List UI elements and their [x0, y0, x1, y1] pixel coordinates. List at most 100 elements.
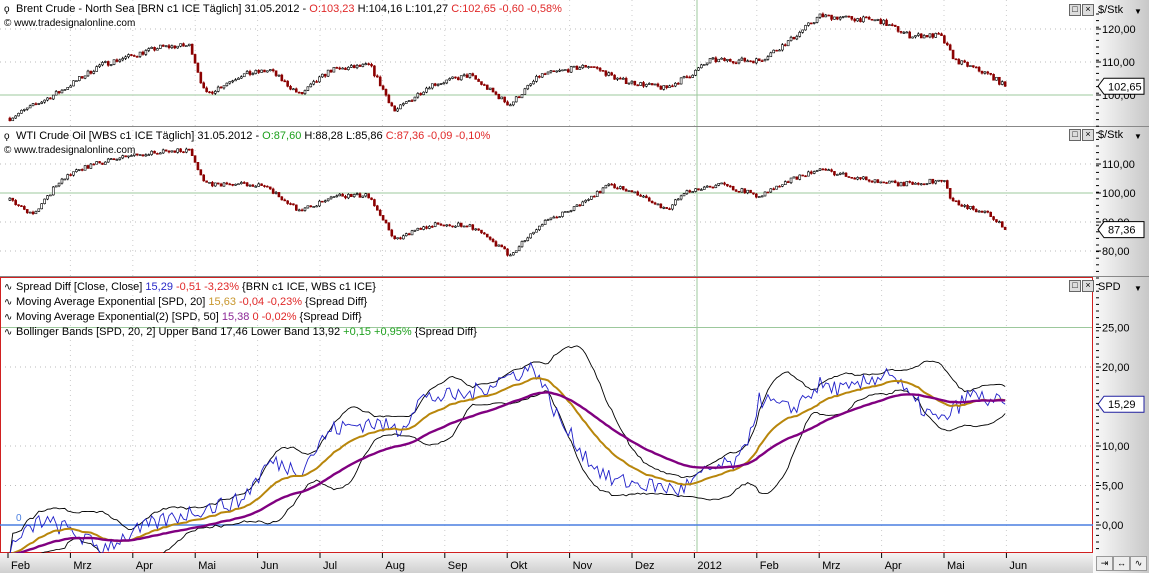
legend-item[interactable]: ∿ Moving Average Exponential(2) [SPD, 50]…: [4, 310, 477, 325]
candle: [98, 161, 101, 164]
candle: [844, 15, 848, 18]
candle: [485, 233, 489, 238]
candle: [43, 198, 46, 204]
close-icon[interactable]: ×: [1082, 280, 1094, 292]
brent-candles: [8, 12, 1007, 122]
bar-chart-icon: ϙ: [4, 4, 10, 15]
candle: [691, 74, 694, 78]
candle: [457, 77, 460, 81]
close-icon[interactable]: ×: [1082, 4, 1094, 16]
candle: [630, 190, 634, 193]
axis-tick-label: 0,00: [1102, 520, 1123, 532]
candle: [494, 241, 498, 247]
expand-arrows-icon[interactable]: ↔: [1113, 556, 1130, 571]
candle: [645, 84, 648, 87]
candle: [344, 67, 347, 70]
candle: [876, 179, 880, 183]
candle: [552, 216, 556, 219]
candle: [205, 180, 208, 183]
chevron-down-icon[interactable]: ▼: [1134, 7, 1142, 16]
candle: [595, 191, 599, 197]
time-axis[interactable]: [0, 553, 1093, 573]
chevron-down-icon[interactable]: ▼: [1134, 284, 1142, 293]
candle: [251, 73, 255, 75]
candle: [989, 211, 992, 217]
candle: [347, 66, 350, 70]
brent-unit-selector[interactable]: $/Stk: [1098, 4, 1124, 16]
candle: [196, 62, 200, 73]
spread-unit-selector[interactable]: SPD: [1098, 281, 1121, 293]
candle: [237, 77, 240, 80]
candle: [520, 94, 524, 99]
time-label: Mai: [947, 560, 965, 572]
legend-item[interactable]: ∿ Bollinger Bands [SPD, 20, 2] Upper Band…: [4, 325, 477, 340]
candle: [462, 74, 466, 77]
legend-value: 15,29: [145, 281, 173, 293]
candle: [404, 101, 408, 104]
candle: [378, 209, 382, 216]
candle: [549, 217, 553, 220]
candle: [268, 186, 272, 190]
wti-unit-selector[interactable]: $/Stk: [1098, 129, 1124, 141]
candle: [671, 85, 674, 88]
wti-open: O:87,60: [262, 130, 302, 142]
candle: [289, 85, 292, 90]
candle: [566, 211, 570, 213]
candle: [590, 195, 593, 200]
candle: [150, 150, 153, 155]
candle: [364, 63, 368, 65]
scroll-arrows-icon[interactable]: ⇥: [1096, 556, 1113, 571]
candle: [896, 182, 900, 187]
maximize-icon[interactable]: □: [1069, 280, 1081, 292]
candle: [442, 224, 446, 227]
candle: [193, 54, 197, 64]
candle: [69, 174, 72, 176]
autoscale-icon[interactable]: ∿: [1130, 556, 1147, 571]
candle: [390, 229, 394, 237]
maximize-icon[interactable]: □: [1069, 129, 1081, 141]
candle: [564, 69, 567, 71]
legend-value: 15,38: [221, 311, 250, 323]
candle: [711, 186, 715, 189]
legend-item[interactable]: ∿ Moving Average Exponential [SPD, 20] 15…: [4, 295, 477, 310]
candle: [485, 84, 489, 90]
candle: [610, 72, 613, 76]
candle: [234, 79, 237, 82]
maximize-icon[interactable]: □: [1069, 4, 1081, 16]
candle: [23, 206, 26, 210]
candle: [697, 188, 700, 191]
candle: [581, 64, 585, 69]
legend-item[interactable]: ∿ Spread Diff [Close, Close] 15,29 -0,51 …: [4, 280, 477, 295]
candle: [517, 96, 521, 99]
candle: [665, 85, 668, 88]
candle: [14, 200, 17, 205]
candle: [344, 195, 347, 199]
candle: [951, 49, 955, 60]
candle: [75, 80, 78, 82]
candle: [399, 104, 402, 110]
candle: [80, 169, 84, 171]
candle: [569, 66, 573, 73]
candle: [465, 74, 469, 78]
candle: [685, 190, 689, 194]
legend-source: {Spread Diff}: [302, 296, 368, 308]
candle: [182, 43, 185, 47]
chevron-down-icon[interactable]: ▼: [1134, 132, 1142, 141]
candle: [500, 96, 504, 100]
legend-name: Spread Diff [Close, Close]: [16, 281, 146, 293]
price-axis[interactable]: [1093, 0, 1149, 573]
candle: [474, 228, 477, 231]
close-icon[interactable]: ×: [1082, 129, 1094, 141]
candle: [786, 181, 790, 183]
candle: [838, 172, 842, 175]
candle: [500, 244, 504, 248]
candle: [92, 71, 96, 74]
candle: [321, 200, 324, 203]
ema20-line: [10, 377, 1006, 553]
axis-tick-label: 120,00: [1102, 24, 1136, 36]
candle: [636, 84, 640, 87]
candle: [315, 205, 318, 208]
candle: [864, 176, 868, 181]
axis-tick-label: 110,00: [1102, 159, 1135, 171]
